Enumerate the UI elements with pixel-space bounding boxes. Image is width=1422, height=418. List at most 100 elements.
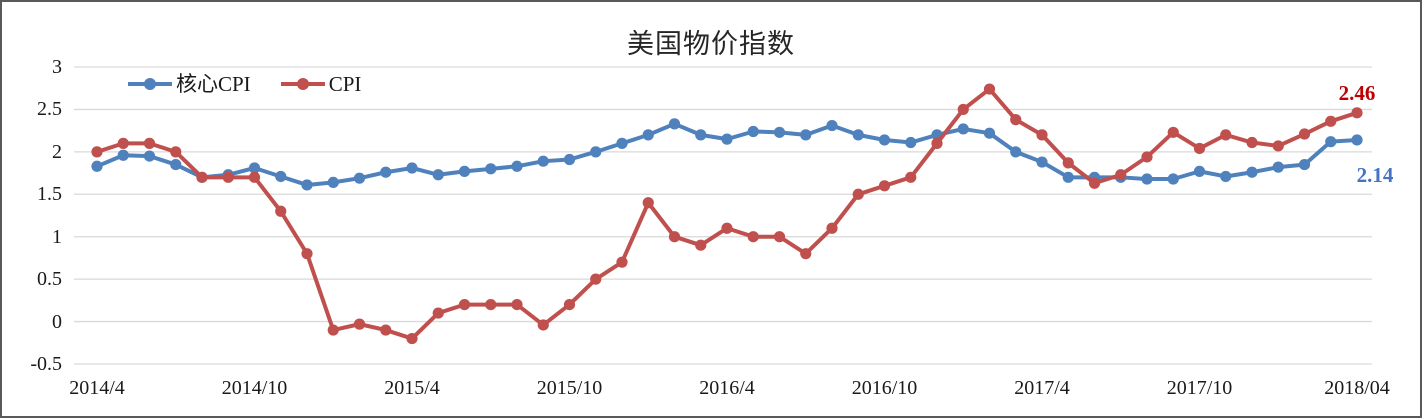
data-point-marker <box>458 165 471 177</box>
data-point-marker <box>1325 115 1337 127</box>
data-point-marker <box>957 123 969 135</box>
data-point-marker <box>1167 173 1179 185</box>
data-point-marker <box>511 299 523 311</box>
data-point-marker <box>380 324 392 336</box>
data-point-marker <box>1272 161 1284 173</box>
data-point-marker <box>852 129 864 141</box>
y-tick-label: 3 <box>52 56 62 78</box>
data-point-marker <box>511 160 523 172</box>
data-point-marker <box>1141 151 1153 163</box>
data-point-marker <box>406 332 418 345</box>
data-point-marker <box>957 103 969 116</box>
data-point-marker <box>1246 136 1258 149</box>
data-point-marker <box>1036 156 1048 168</box>
x-tick-label: 2018/04 <box>1324 377 1390 399</box>
data-point-marker <box>353 172 366 184</box>
x-tick-label: 2017/4 <box>1014 377 1070 399</box>
data-point-marker <box>1115 169 1127 181</box>
data-point-marker <box>353 318 366 330</box>
data-point-marker <box>826 119 838 132</box>
data-point-marker <box>695 129 707 141</box>
cpi-line-marker-icon <box>280 78 325 90</box>
data-point-marker <box>275 205 287 217</box>
data-point-marker <box>458 299 471 311</box>
data-point-marker <box>1141 173 1153 185</box>
core-cpi-line-marker-icon <box>128 78 172 90</box>
data-point-marker <box>878 180 891 192</box>
data-point-marker <box>485 163 497 175</box>
data-point-marker <box>432 307 444 319</box>
data-point-marker <box>826 222 838 234</box>
data-point-marker <box>983 83 996 95</box>
data-point-marker <box>275 170 287 183</box>
data-point-marker <box>222 171 234 183</box>
y-tick-label: -0.5 <box>30 353 62 375</box>
legend-label-core-cpi: 核心CPI <box>176 72 251 96</box>
data-point-marker <box>143 137 156 149</box>
y-tick-label: 0 <box>52 310 62 333</box>
data-point-marker <box>117 149 129 161</box>
data-point-marker <box>1010 146 1022 158</box>
data-point-marker <box>878 134 891 146</box>
data-point-marker <box>695 239 707 251</box>
data-point-marker <box>1062 171 1074 183</box>
data-point-marker <box>773 126 786 138</box>
data-point-marker <box>196 171 208 183</box>
data-point-marker <box>642 197 654 209</box>
data-point-marker <box>1272 140 1284 152</box>
data-point-marker <box>537 155 549 167</box>
data-point-marker <box>380 166 392 178</box>
data-point-marker <box>1193 165 1206 177</box>
data-point-marker <box>1220 129 1232 141</box>
data-point-marker <box>1193 142 1206 155</box>
y-tick-label: 0.5 <box>37 268 62 291</box>
data-point-marker <box>773 231 786 243</box>
data-point-marker <box>747 125 759 138</box>
data-point-marker <box>905 171 917 183</box>
data-point-marker <box>983 127 996 139</box>
data-point-marker <box>563 153 576 166</box>
data-point-marker <box>1325 136 1337 148</box>
data-point-marker <box>327 176 339 189</box>
series-line <box>95 87 1359 341</box>
data-point-marker <box>1298 128 1311 140</box>
cpi-end-value-label: 2.46 <box>1338 81 1376 105</box>
data-point-marker <box>563 299 576 311</box>
data-point-marker <box>1298 158 1311 171</box>
data-point-marker <box>406 162 418 174</box>
data-point-marker <box>143 150 156 162</box>
data-point-marker <box>170 158 182 171</box>
data-point-marker <box>852 188 864 200</box>
data-point-marker <box>747 231 759 243</box>
data-point-marker <box>91 160 103 172</box>
data-point-marker <box>1010 114 1022 126</box>
data-point-marker <box>590 273 602 285</box>
x-tick-label: 2015/4 <box>384 377 440 399</box>
data-point-marker <box>1220 170 1232 183</box>
data-point-marker <box>91 146 103 158</box>
data-point-marker <box>668 231 681 243</box>
data-point-marker <box>800 248 812 260</box>
data-point-marker <box>1088 177 1101 189</box>
chart-title: 美国物价指数 <box>627 29 795 59</box>
data-point-marker <box>668 118 681 130</box>
data-point-marker <box>1246 166 1258 178</box>
data-point-marker <box>248 171 261 183</box>
data-point-marker <box>721 222 733 234</box>
core-cpi-end-value-label: 2.14 <box>1356 163 1394 187</box>
x-tick-label: 2017/10 <box>1166 377 1233 399</box>
data-point-marker <box>616 256 628 268</box>
x-tick-label: 2016/10 <box>851 377 918 399</box>
data-point-marker <box>642 129 654 141</box>
data-point-marker <box>327 324 339 336</box>
data-point-marker <box>1062 157 1074 169</box>
data-point-marker <box>905 136 917 149</box>
y-tick-label: 2 <box>52 140 62 163</box>
data-point-marker <box>248 162 261 174</box>
data-point-marker <box>1351 134 1363 146</box>
y-tick-label: 1.5 <box>37 183 62 206</box>
data-point-marker <box>616 137 628 149</box>
y-tick-label: 2.5 <box>37 98 62 121</box>
